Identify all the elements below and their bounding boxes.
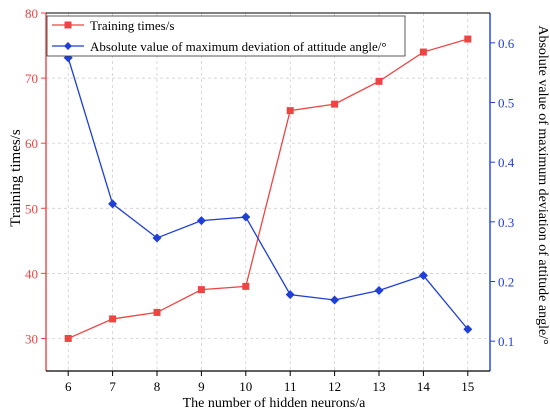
x-axis-label: The number of hidden neurons/a (183, 396, 367, 411)
right-y-axis-label: Absolute value of maximum deviation of a… (535, 25, 550, 344)
diamond-point-1-2 (152, 233, 162, 243)
left-y-tick-label: 80 (25, 6, 38, 21)
right-y-tick-label: 0.3 (498, 215, 514, 230)
legend-diamond-marker-icon (64, 42, 72, 50)
diamond-point-1-9 (463, 324, 473, 334)
diamond-point-1-5 (285, 290, 295, 300)
left-y-tick-label: 70 (25, 71, 38, 86)
left-y-axis-label: Training times/s (8, 129, 24, 227)
x-tick-label: 8 (154, 379, 161, 394)
x-tick-label: 14 (417, 379, 431, 394)
x-tick-label: 11 (284, 379, 297, 394)
x-tick-label: 7 (109, 379, 116, 394)
diamond-point-1-6 (330, 295, 340, 305)
square-point-0-1 (109, 315, 117, 323)
square-point-0-8 (419, 48, 427, 56)
square-point-0-3 (197, 286, 205, 294)
x-tick-label: 13 (373, 379, 386, 394)
square-point-0-9 (464, 35, 472, 43)
square-point-0-2 (153, 308, 161, 316)
legend-square-marker-icon (64, 21, 72, 29)
right-y-tick-label: 0.5 (498, 96, 514, 111)
legend-box (46, 15, 406, 57)
series-layer (63, 35, 473, 342)
legend-label-training-times: Training times/s (90, 18, 174, 33)
right-y-tick-label: 0.2 (498, 275, 514, 290)
square-point-0-4 (242, 282, 250, 290)
left-y-tick-label: 30 (25, 331, 38, 346)
square-point-0-5 (286, 107, 294, 115)
legend: Training times/s Absolute value of maxim… (46, 15, 406, 57)
right-y-tick-label: 0.4 (498, 155, 515, 170)
right-y-tick-label: 0.6 (498, 36, 515, 51)
legend-label-deviation: Absolute value of maximum deviation of a… (90, 39, 387, 54)
square-point-0-6 (331, 100, 339, 108)
square-point-0-0 (64, 334, 72, 342)
left-y-tick-label: 40 (25, 266, 38, 281)
left-y-tick-label: 60 (25, 136, 38, 151)
diamond-point-1-4 (241, 212, 251, 222)
legend-item-training-times: Training times/s (52, 18, 174, 33)
diamond-point-1-3 (196, 216, 206, 226)
diamond-point-1-7 (374, 285, 384, 295)
diamond-point-1-8 (418, 271, 428, 281)
x-tick-label: 6 (65, 379, 72, 394)
right-y-tick-label: 0.1 (498, 334, 514, 349)
x-tick-label: 15 (461, 379, 474, 394)
series-line-0 (67, 38, 468, 340)
x-tick-label: 9 (198, 379, 205, 394)
axes: 6 7 8 9 10 11 12 13 14 15 30 40 50 60 70 80 0.1 0.2 0.3 0.4… (25, 6, 515, 394)
diamond-point-1-1 (108, 199, 118, 209)
legend-item-deviation: Absolute value of maximum deviation of a… (52, 39, 387, 54)
x-tick-label: 12 (328, 379, 341, 394)
left-y-tick-label: 50 (25, 201, 38, 216)
x-tick-label: 10 (239, 379, 252, 394)
square-point-0-7 (375, 77, 383, 85)
series-line-1 (67, 57, 469, 330)
